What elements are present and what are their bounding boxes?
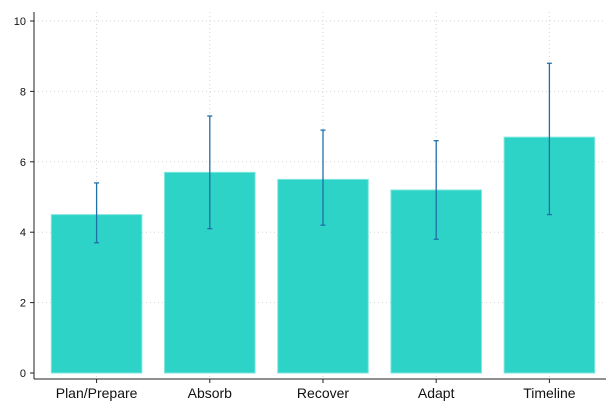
x-category-label: Plan/Prepare — [56, 385, 138, 401]
y-tick-label: 8 — [20, 86, 26, 98]
x-category-label: Recover — [297, 385, 349, 401]
x-category-label: Absorb — [188, 385, 233, 401]
y-tick-label: 2 — [20, 298, 26, 310]
error-bars — [94, 62, 552, 244]
axes — [30, 12, 606, 383]
x-category-label: Timeline — [523, 385, 576, 401]
x-category-labels: Plan/Prepare Absorb Recover Adapt Timeline — [56, 385, 576, 401]
y-tick-label: 10 — [14, 16, 26, 28]
x-category-label: Adapt — [418, 385, 455, 401]
y-tick-labels: 0 2 4 6 8 10 — [14, 16, 26, 380]
y-tick-label: 0 — [20, 368, 26, 380]
bar-plan-prepare — [50, 214, 143, 374]
y-tick-label: 6 — [20, 157, 26, 169]
y-tick-label: 4 — [20, 227, 26, 239]
